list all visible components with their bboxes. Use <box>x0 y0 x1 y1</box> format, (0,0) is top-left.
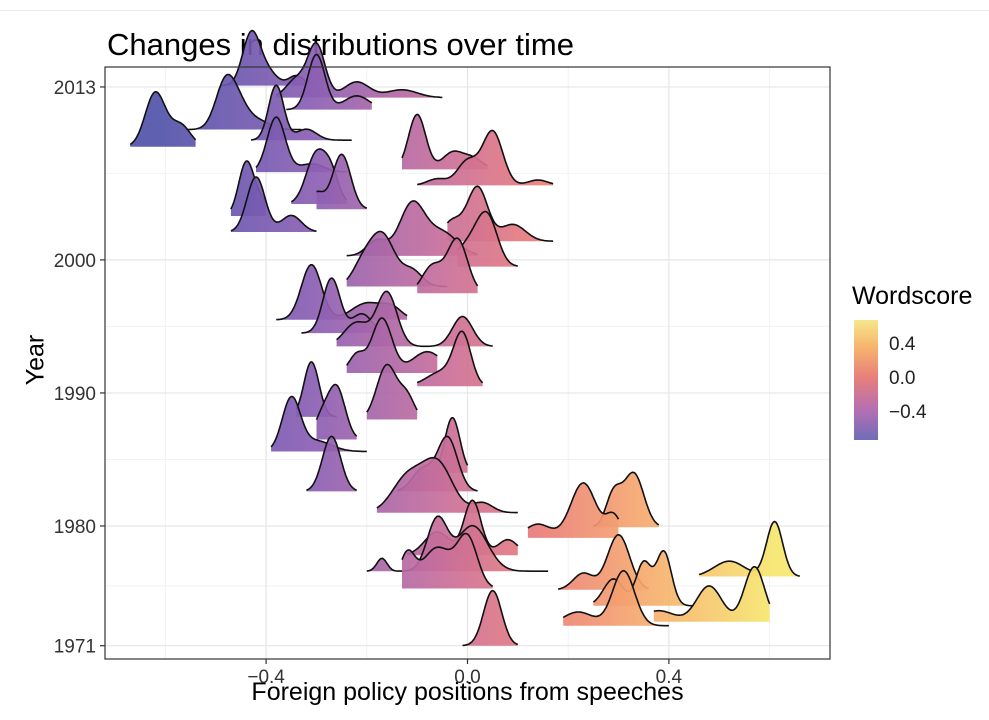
ridge-1981 <box>376 456 518 514</box>
x-axis-label: Foreign policy positions from speeches <box>251 678 684 706</box>
ridge-fill <box>527 482 619 538</box>
ridge-1994.5 <box>301 277 383 334</box>
ridge-outline <box>562 569 669 627</box>
y-tick-label: 2000 <box>54 251 96 272</box>
ridge-1979.1 <box>527 482 620 538</box>
x-tick-label: −0.4 <box>247 667 285 688</box>
ridge-outline <box>230 176 317 232</box>
ridge-outline <box>306 435 357 491</box>
ridge-outline <box>592 550 695 607</box>
ridge-1991.5 <box>346 317 438 373</box>
ridge-2012.2 <box>275 41 443 99</box>
y-tick-label: 1971 <box>54 637 96 658</box>
ridge-1990.5 <box>416 330 484 387</box>
ridge-1975.3 <box>401 532 494 589</box>
ridge-outline <box>336 290 493 348</box>
ridge-fill <box>271 396 367 452</box>
ridge-outline <box>446 185 554 242</box>
ridge-fill <box>185 74 302 130</box>
ridge-1988 <box>366 363 418 420</box>
ridge-fill <box>402 533 493 589</box>
ridge-outline <box>315 383 358 437</box>
ridges <box>129 29 800 647</box>
ridge-fill <box>276 264 408 320</box>
ridge-fill <box>653 566 770 622</box>
ridge-fill <box>130 91 196 147</box>
ridge-outline <box>462 589 519 647</box>
ridge-fill <box>316 154 367 210</box>
ridge-outline <box>366 515 549 572</box>
ridge-2008.5 <box>129 91 197 147</box>
ridge-1982.6 <box>306 435 357 492</box>
ridge-outline <box>557 534 650 590</box>
ridge-1971 <box>462 589 519 647</box>
ridge-1997.5 <box>416 237 479 294</box>
ridge-outline <box>301 277 383 334</box>
ridge-1985.6 <box>270 395 367 453</box>
ridge-outline <box>698 520 800 577</box>
ridge-2003.8 <box>316 153 368 210</box>
ridge-fill <box>346 318 438 373</box>
y-tick-label: 1980 <box>54 517 96 538</box>
ridge-outline <box>417 129 554 186</box>
ridge-outline <box>270 395 367 453</box>
legend-label-high: 0.4 <box>889 334 916 355</box>
ridge-1972.5 <box>562 569 669 627</box>
ridge-2011.3 <box>286 53 373 111</box>
ridge-outline <box>316 153 368 209</box>
ridge-fill <box>220 30 317 86</box>
ridge-2005.6 <box>417 129 554 186</box>
ridge-fill <box>462 590 518 646</box>
ridge-fill <box>286 54 372 110</box>
ridge-outline <box>401 532 494 587</box>
ridge-outline <box>376 456 518 514</box>
ridge-outline <box>456 210 518 267</box>
ridge-1986.5 <box>315 383 358 440</box>
top-divider <box>0 10 989 11</box>
ridge-fill <box>230 177 317 232</box>
legend-label-mid: 0.0 <box>889 368 916 389</box>
ridge-fill <box>306 436 357 492</box>
ridge-fill <box>256 117 347 173</box>
ridge-2001.4 <box>446 185 554 242</box>
ridge-outline <box>286 53 373 111</box>
ridge-fill <box>563 570 669 626</box>
ridge-fill <box>417 238 478 294</box>
ridge-outline <box>250 84 352 141</box>
ridge-fill <box>457 211 518 267</box>
chart-title: Changes in distributions over time <box>107 27 574 62</box>
ridge-outline <box>527 482 620 529</box>
ridge-outline <box>346 317 438 366</box>
ridge-outline <box>593 471 660 528</box>
ridge-outline <box>275 41 443 99</box>
ridge-1972.8 <box>653 566 771 622</box>
ridge-fill <box>346 231 448 287</box>
ridge-1976.2 <box>698 520 800 577</box>
ridge-fill <box>376 457 518 513</box>
y-tick-label: 1990 <box>54 384 96 405</box>
ridge-fill <box>366 364 418 420</box>
ridge-outline <box>129 91 197 146</box>
x-tick-label: 0.0 <box>454 667 480 688</box>
ridge-1999.5 <box>456 210 518 267</box>
legend-colorbar <box>854 320 878 440</box>
ridge-fill <box>417 130 554 186</box>
legend-title: Wordscore <box>852 282 973 310</box>
x-tick-label: 0.4 <box>656 667 683 688</box>
ridge-fill <box>447 186 554 242</box>
ridge-2002.1 <box>230 176 317 232</box>
ridge-outline <box>366 363 418 413</box>
ridge-outline <box>406 499 519 555</box>
ridge-outline <box>416 330 484 384</box>
y-tick-label: 2013 <box>54 78 96 99</box>
ridge-outline <box>653 566 771 616</box>
legend-label-low: −0.4 <box>889 402 927 423</box>
ridge-outline <box>416 237 479 287</box>
